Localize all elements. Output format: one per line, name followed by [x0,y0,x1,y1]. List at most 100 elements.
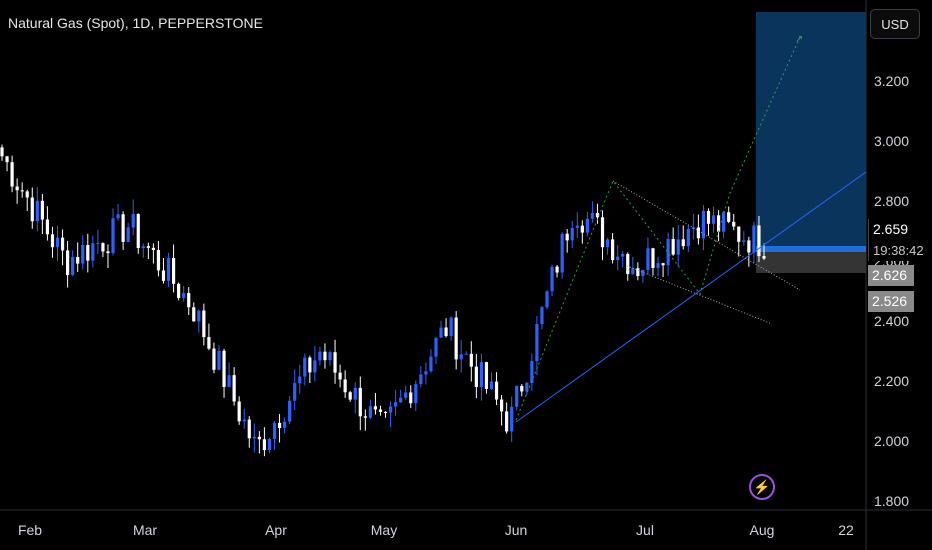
candle-body [212,348,216,370]
candle-body [565,233,569,241]
candle-body [197,310,201,322]
candle-body [121,214,125,242]
candle-body [676,239,680,255]
candle-body [434,337,438,357]
candle-body [60,237,65,251]
candle-body [737,226,741,242]
candle-body [747,240,751,253]
candle-body [550,266,554,292]
time-tick-label: Apr [265,522,287,538]
candle-body [30,197,34,222]
candle-body [136,213,140,248]
long-position-target-zone [756,12,866,249]
candle-body [505,411,509,432]
candle-body [217,350,221,370]
candle-body [671,239,675,255]
candle-body [464,353,468,355]
candle-body [535,323,539,362]
candle-body [439,327,443,338]
candle-body [313,360,317,373]
candle-body [388,406,393,413]
candle-body [50,234,55,248]
candle-body [81,245,85,264]
candle-body [25,191,29,198]
candle-body [590,212,595,219]
candle-body [752,225,756,253]
candle-body [126,227,130,242]
candle-body [394,402,398,407]
candle-body [716,215,721,232]
candle-body [282,421,287,429]
time-tick-label: May [371,522,397,538]
price-tick-label: 2.200 [874,373,909,389]
candle-body [540,307,544,324]
candle-body [101,243,105,252]
price-level-tag-lower: 2.526 [868,291,914,312]
price-level-tag-upper: 2.626 [868,265,914,286]
candle-body [298,376,302,384]
candle-body [5,156,9,163]
candle-body [409,392,413,404]
time-tick-label: Feb [18,522,42,538]
candle-body [646,248,650,270]
candle-body [242,419,246,422]
candle-body [656,263,660,269]
candle-body [399,397,403,403]
candle-body [363,416,367,418]
candle-body [580,225,584,233]
candle-body [247,419,251,439]
candle-body [222,350,226,387]
candle-body [611,239,615,261]
candle-body [595,212,600,218]
candle-body [328,352,332,361]
candle-body [272,422,277,439]
candle-body [454,317,458,360]
candle-body [383,411,388,413]
time-tick-label: Jul [636,522,654,538]
bar-countdown-tag: 19:38:42 [868,240,932,261]
candle-body [171,257,176,284]
time-tick-label: Jun [505,522,528,538]
candle-body [333,352,337,373]
price-tick-label: 1.800 [874,493,909,509]
candle-body [444,327,448,337]
candle-body [232,375,236,402]
time-tick-label: Aug [750,522,775,538]
candle-body [277,422,282,429]
candle-body [636,268,640,277]
candle-body [161,270,166,281]
candle-body [151,247,155,250]
candle-body [570,227,574,241]
candle-body [353,387,357,400]
candle-body [449,317,453,337]
candle-body [545,291,549,308]
candle-body [696,227,700,239]
candle-body [378,409,383,412]
currency-button[interactable]: USD [870,9,920,39]
candle-body [358,387,362,417]
candle-body [489,381,494,389]
candle-body [711,215,716,224]
candle-body [91,243,95,261]
candle-body [303,357,307,377]
candle-body [177,283,181,298]
lightning-icon[interactable]: ⚡ [749,474,775,500]
candle-body [666,239,670,266]
price-tick-label: 2.400 [874,313,909,329]
candle-body [86,245,90,261]
candle-body [525,382,529,392]
candle-body [262,439,267,450]
candle-body [308,357,312,373]
candle-body [651,248,655,269]
candle-body [661,263,665,266]
candle-body [474,366,478,387]
candle-body [757,225,761,257]
candle-body [318,351,322,361]
chart-title: Natural Gas (Spot), 1D, PEPPERSTONE [8,15,263,31]
candle-body [343,379,347,393]
candle-body [293,383,297,401]
candle-body [76,256,80,264]
candle-body [621,253,625,257]
candle-body [71,256,75,276]
